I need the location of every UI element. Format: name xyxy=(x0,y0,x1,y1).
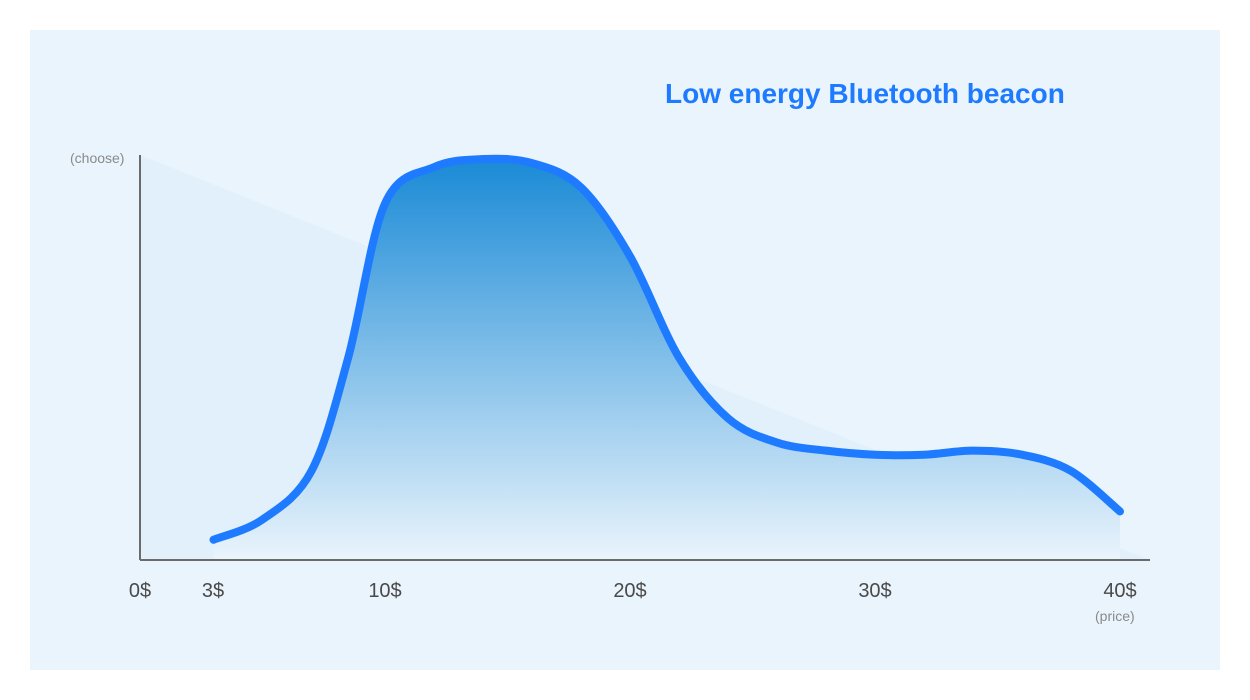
chart-svg xyxy=(0,0,1250,700)
